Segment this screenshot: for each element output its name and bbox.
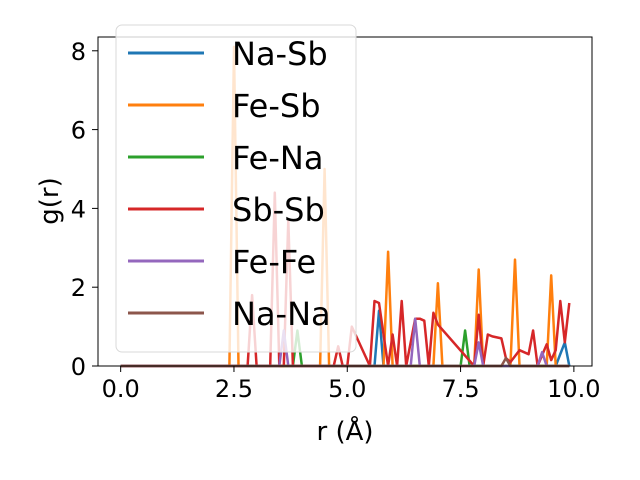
x-tick-label: 10.0 — [547, 375, 600, 403]
y-tick-label: 0 — [71, 353, 86, 381]
legend-label: Fe-Na — [232, 139, 323, 177]
legend-label: Fe-Fe — [232, 243, 316, 281]
series-line-na-na — [120, 356, 570, 368]
legend: Na-Sb Fe-Sb Fe-Na Sb-Sb Fe-Fe Na-Na — [115, 24, 357, 353]
legend-label: Na-Na — [232, 295, 331, 333]
x-axis-label: r (Å) — [316, 415, 373, 447]
y-tick-label: 6 — [71, 117, 86, 145]
y-tick-label: 4 — [71, 195, 86, 223]
x-axis: 0.0 2.5 5.0 7.5 10.0 — [102, 366, 601, 403]
x-tick-label: 2.5 — [215, 375, 253, 403]
y-tick-label: 2 — [71, 274, 86, 302]
legend-label: Fe-Sb — [232, 87, 321, 125]
legend-label: Sb-Sb — [232, 191, 325, 229]
x-tick-label: 0.0 — [102, 375, 140, 403]
y-axis-label: g(r) — [35, 177, 65, 224]
x-tick-label: 7.5 — [441, 375, 479, 403]
legend-label: Na-Sb — [232, 35, 328, 73]
legend-frame — [115, 24, 357, 353]
y-tick-label: 8 — [71, 38, 86, 66]
x-tick-label: 5.0 — [328, 375, 366, 403]
y-axis: 0 2 4 6 8 — [71, 38, 98, 381]
